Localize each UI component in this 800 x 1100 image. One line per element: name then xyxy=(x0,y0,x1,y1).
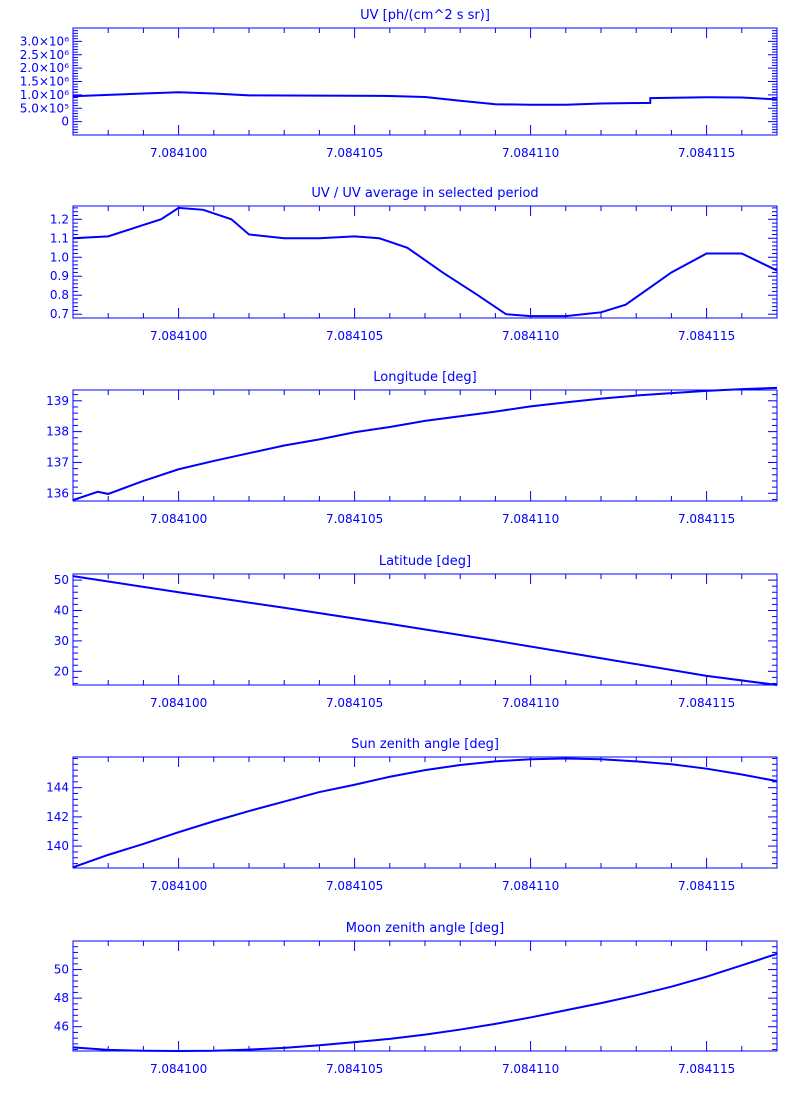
y-tick-label: 142 xyxy=(46,810,69,824)
plot-frame xyxy=(72,27,778,136)
y-tick-label: 50 xyxy=(54,963,69,977)
panel-title: Longitude [deg] xyxy=(373,370,476,385)
x-tick-label: 7.084110 xyxy=(502,512,559,526)
x-tick-label: 7.084115 xyxy=(678,696,735,710)
panel-title: Latitude [deg] xyxy=(379,554,471,569)
x-tick-label: 7.084115 xyxy=(678,146,735,160)
x-tick-label: 7.084105 xyxy=(326,696,383,710)
y-tick-label: 2.5×10⁶ xyxy=(20,48,69,62)
y-tick-label: 46 xyxy=(54,1020,69,1034)
y-tick-label: 0 xyxy=(61,115,69,129)
x-tick-label: 7.084105 xyxy=(326,879,383,893)
panel-title: UV [ph/(cm^2 s sr)] xyxy=(360,8,490,23)
y-tick-label: 50 xyxy=(54,573,69,587)
x-tick-label: 7.084100 xyxy=(150,512,207,526)
x-tick-label: 7.084100 xyxy=(150,696,207,710)
y-tick-label: 140 xyxy=(46,839,69,853)
x-tick-label: 7.084105 xyxy=(326,329,383,343)
x-tick-label: 7.084105 xyxy=(326,1062,383,1076)
y-tick-label: 1.5×10⁶ xyxy=(20,75,69,89)
x-tick-label: 7.084115 xyxy=(678,1062,735,1076)
y-tick-label: 30 xyxy=(54,634,69,648)
data-line xyxy=(72,386,778,502)
plot-frame xyxy=(72,389,778,502)
x-tick-label: 7.084100 xyxy=(150,1062,207,1076)
x-tick-label: 7.084115 xyxy=(678,879,735,893)
x-tick-label: 7.084110 xyxy=(502,329,559,343)
data-line xyxy=(72,206,778,318)
x-tick-label: 7.084105 xyxy=(326,146,383,160)
plot-frame xyxy=(72,205,778,319)
x-tick-label: 7.084110 xyxy=(502,146,559,160)
data-line xyxy=(72,91,778,106)
y-tick-label: 144 xyxy=(46,781,69,795)
panel-1: UV [ph/(cm^2 s sr)] 7.084100 7.084105 7.084… xyxy=(20,8,778,160)
y-tick-label: 5.0×10⁵ xyxy=(20,101,69,115)
x-tick-label: 7.084110 xyxy=(502,1062,559,1076)
x-tick-label: 7.084105 xyxy=(326,512,383,526)
y-tick-label: 137 xyxy=(46,455,69,469)
panel-2: UV / UV average in selected period 7.0841… xyxy=(50,186,778,343)
x-tick-label: 7.084100 xyxy=(150,146,207,160)
y-tick-label: 136 xyxy=(46,486,69,500)
panel-4: Latitude [deg] 7.084100 7.084105 7.084110 7.… xyxy=(54,554,778,710)
y-tick-label: 139 xyxy=(46,394,69,408)
x-tick-label: 7.084100 xyxy=(150,329,207,343)
plot-frame xyxy=(72,756,778,869)
data-line xyxy=(72,757,778,869)
y-tick-label: 138 xyxy=(46,425,69,439)
y-tick-label: 3.0×10⁶ xyxy=(20,34,69,48)
y-tick-label: 1.0×10⁶ xyxy=(20,88,69,102)
x-tick-label: 7.084115 xyxy=(678,329,735,343)
panel-6: Moon zenith angle [deg] 7.084100 7.084105 7… xyxy=(54,921,778,1076)
panel-title: Sun zenith angle [deg] xyxy=(351,737,499,752)
y-tick-label: 0.9 xyxy=(50,269,69,283)
data-line xyxy=(72,575,778,686)
y-tick-label: 48 xyxy=(54,991,69,1005)
x-tick-label: 7.084115 xyxy=(678,512,735,526)
panel-5: Sun zenith angle [deg] 7.084100 7.084105 7.… xyxy=(46,737,778,893)
y-tick-label: 1.2 xyxy=(50,212,69,226)
panel-title: Moon zenith angle [deg] xyxy=(346,921,504,936)
x-tick-label: 7.084110 xyxy=(502,879,559,893)
y-tick-label: 2.0×10⁶ xyxy=(20,61,69,75)
y-tick-label: 0.8 xyxy=(50,288,69,302)
panel-3: Longitude [deg] 7.084100 7.084105 7.084110 7… xyxy=(46,370,778,526)
panel-title: UV / UV average in selected period xyxy=(311,186,538,201)
y-tick-label: 0.7 xyxy=(50,307,69,321)
y-tick-label: 1.1 xyxy=(50,231,69,245)
y-tick-label: 40 xyxy=(54,603,69,617)
data-line xyxy=(72,952,778,1053)
y-tick-label: 20 xyxy=(54,664,69,678)
x-tick-label: 7.084110 xyxy=(502,696,559,710)
x-tick-label: 7.084100 xyxy=(150,879,207,893)
y-tick-label: 1.0 xyxy=(50,250,69,264)
